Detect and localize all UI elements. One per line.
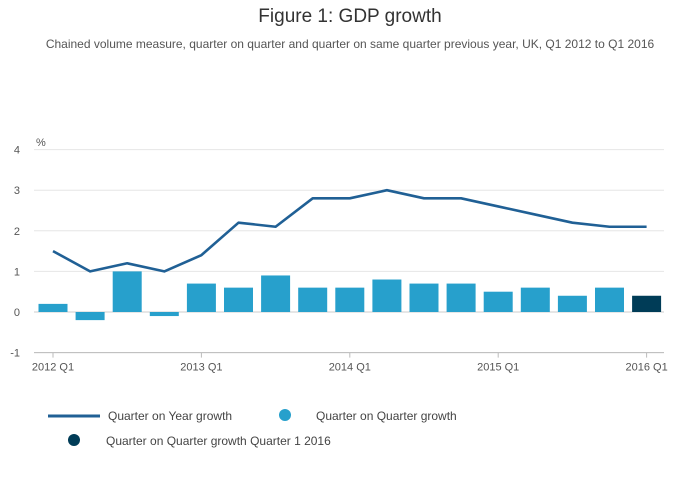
y-tick-label: -1	[10, 348, 20, 360]
y-tick-label: 1	[14, 266, 20, 278]
legend-label: Quarter on Year growth	[108, 409, 232, 423]
legend-swatch-dot	[279, 409, 291, 421]
bar	[595, 287, 624, 312]
bar	[75, 312, 105, 321]
y-tick-label: 0	[14, 307, 20, 319]
chart-title: Figure 1: GDP growth	[258, 6, 442, 27]
line-series	[52, 188, 647, 273]
bar	[261, 275, 291, 312]
bar	[38, 303, 68, 312]
y-tick-label: 4	[14, 145, 20, 157]
bar	[557, 295, 587, 312]
x-tick-label: 2015 Q1	[477, 362, 519, 374]
bar	[520, 287, 550, 312]
bar	[409, 283, 439, 312]
x-tick-label: 2012 Q1	[32, 362, 74, 374]
bar	[112, 271, 142, 312]
bar	[335, 287, 365, 312]
y-tick-label: 3	[14, 185, 20, 197]
x-tick-label: 2016 Q1	[625, 362, 667, 374]
x-tick-label: 2014 Q1	[329, 362, 371, 374]
y-tick-label: 2	[14, 226, 20, 238]
legend-swatch-dot	[68, 434, 80, 446]
bar	[632, 295, 662, 312]
bar	[186, 283, 216, 312]
bar	[483, 291, 513, 312]
legend-label: Quarter on Quarter growth Quarter 1 2016	[106, 434, 331, 448]
bar	[446, 283, 476, 312]
chart-subtitle: Chained volume measure, quarter on quart…	[45, 37, 655, 51]
bar	[298, 287, 328, 312]
bar	[224, 287, 253, 312]
legend-label: Quarter on Quarter growth	[316, 409, 457, 423]
bar	[372, 279, 402, 312]
bar	[149, 312, 179, 317]
y-unit-label: %	[36, 137, 46, 149]
x-tick-label: 2013 Q1	[180, 362, 222, 374]
